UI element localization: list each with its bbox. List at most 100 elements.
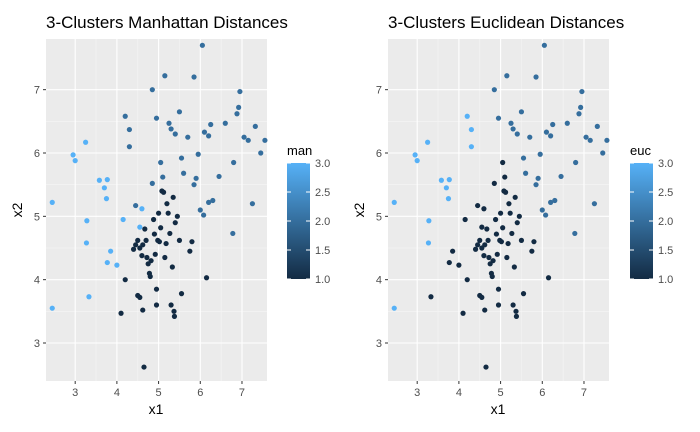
x-tick-label: 5 bbox=[498, 387, 504, 399]
data-point bbox=[108, 248, 114, 254]
data-point bbox=[72, 158, 78, 164]
data-point bbox=[564, 120, 570, 126]
data-point bbox=[490, 258, 496, 264]
data-point bbox=[539, 207, 545, 213]
data-point bbox=[438, 177, 444, 183]
data-point bbox=[535, 175, 541, 181]
data-point bbox=[511, 264, 517, 270]
data-point bbox=[578, 104, 584, 110]
data-point bbox=[543, 129, 550, 135]
data-point bbox=[412, 152, 418, 158]
data-point bbox=[545, 275, 552, 281]
data-point bbox=[103, 196, 110, 202]
colorbar-tick-label: 1.5 bbox=[658, 245, 673, 257]
data-point bbox=[139, 206, 145, 212]
data-point bbox=[600, 150, 606, 156]
chart-euclidean: 3-Clusters Euclidean Distances 3 4 5 6 7 3 4 5 6… bbox=[351, 13, 673, 417]
data-point bbox=[120, 216, 126, 223]
data-point bbox=[484, 226, 490, 232]
data-point bbox=[208, 121, 214, 128]
data-point bbox=[527, 134, 533, 140]
data-point bbox=[96, 177, 102, 183]
data-point bbox=[249, 201, 256, 207]
data-point bbox=[414, 158, 420, 164]
data-point bbox=[604, 137, 610, 143]
data-point bbox=[475, 202, 481, 209]
data-point bbox=[486, 254, 492, 261]
data-point bbox=[197, 207, 203, 213]
colorbar-tick-label: 1.5 bbox=[315, 245, 330, 257]
data-point bbox=[573, 159, 579, 166]
data-point bbox=[505, 240, 511, 247]
data-point bbox=[495, 115, 502, 121]
data-point bbox=[504, 254, 510, 261]
plot-panel bbox=[388, 39, 609, 381]
data-point bbox=[166, 120, 172, 126]
data-point bbox=[464, 113, 470, 119]
data-point bbox=[495, 286, 502, 292]
y-tick-label: 4 bbox=[34, 275, 40, 287]
data-point bbox=[206, 199, 212, 205]
data-point bbox=[450, 248, 456, 254]
data-point bbox=[523, 170, 529, 176]
data-point bbox=[262, 137, 268, 143]
data-point bbox=[153, 302, 160, 308]
x-tick-label: 5 bbox=[156, 387, 162, 399]
data-point bbox=[468, 126, 474, 133]
data-point bbox=[104, 177, 110, 183]
data-point bbox=[576, 111, 582, 117]
y-tick-label: 7 bbox=[376, 85, 382, 97]
data-point bbox=[520, 291, 527, 297]
data-point bbox=[174, 213, 180, 219]
data-point bbox=[49, 199, 55, 205]
data-point bbox=[178, 155, 185, 161]
data-point bbox=[137, 294, 143, 300]
x-tick-label: 4 bbox=[114, 387, 120, 399]
data-point bbox=[446, 259, 452, 266]
data-point bbox=[533, 182, 539, 188]
data-point bbox=[510, 126, 516, 132]
data-point bbox=[468, 144, 474, 150]
y-tick-label: 7 bbox=[34, 85, 40, 97]
data-point bbox=[541, 42, 547, 48]
data-point bbox=[140, 242, 146, 248]
data-point bbox=[176, 237, 183, 243]
chart-title: 3-Clusters Manhattan Distances bbox=[46, 13, 288, 32]
colorbar-tick-label: 2.5 bbox=[658, 187, 673, 199]
data-point bbox=[195, 151, 201, 157]
data-point bbox=[481, 206, 487, 212]
data-point bbox=[252, 123, 258, 129]
data-point bbox=[464, 277, 470, 283]
y-axis-label: x2 bbox=[9, 202, 25, 217]
data-point bbox=[133, 242, 139, 248]
data-point bbox=[481, 253, 487, 259]
data-point bbox=[513, 308, 519, 314]
plot-panel bbox=[46, 39, 267, 381]
data-point bbox=[206, 133, 212, 139]
data-point bbox=[537, 151, 543, 157]
data-point bbox=[508, 120, 514, 126]
colorbar-tick-label: 1.0 bbox=[315, 274, 330, 286]
data-point bbox=[104, 259, 110, 266]
data-point bbox=[199, 42, 205, 48]
data-point bbox=[500, 159, 506, 166]
y-tick-label: 3 bbox=[34, 338, 40, 350]
data-point bbox=[504, 73, 510, 79]
data-point bbox=[493, 231, 500, 237]
data-point bbox=[231, 159, 237, 166]
data-point bbox=[153, 286, 160, 292]
data-point bbox=[550, 121, 556, 128]
y-tick-label: 6 bbox=[376, 148, 382, 160]
y-tick-label: 5 bbox=[376, 211, 382, 223]
data-point bbox=[150, 216, 157, 223]
data-point bbox=[507, 210, 513, 216]
data-point bbox=[164, 201, 170, 207]
data-point bbox=[445, 196, 452, 202]
data-point bbox=[165, 210, 171, 216]
data-point bbox=[162, 73, 168, 79]
data-point bbox=[222, 120, 228, 126]
data-point bbox=[513, 313, 520, 319]
data-point bbox=[443, 185, 449, 191]
legend-title: euc bbox=[630, 143, 651, 158]
y-tick-label: 5 bbox=[34, 211, 40, 223]
